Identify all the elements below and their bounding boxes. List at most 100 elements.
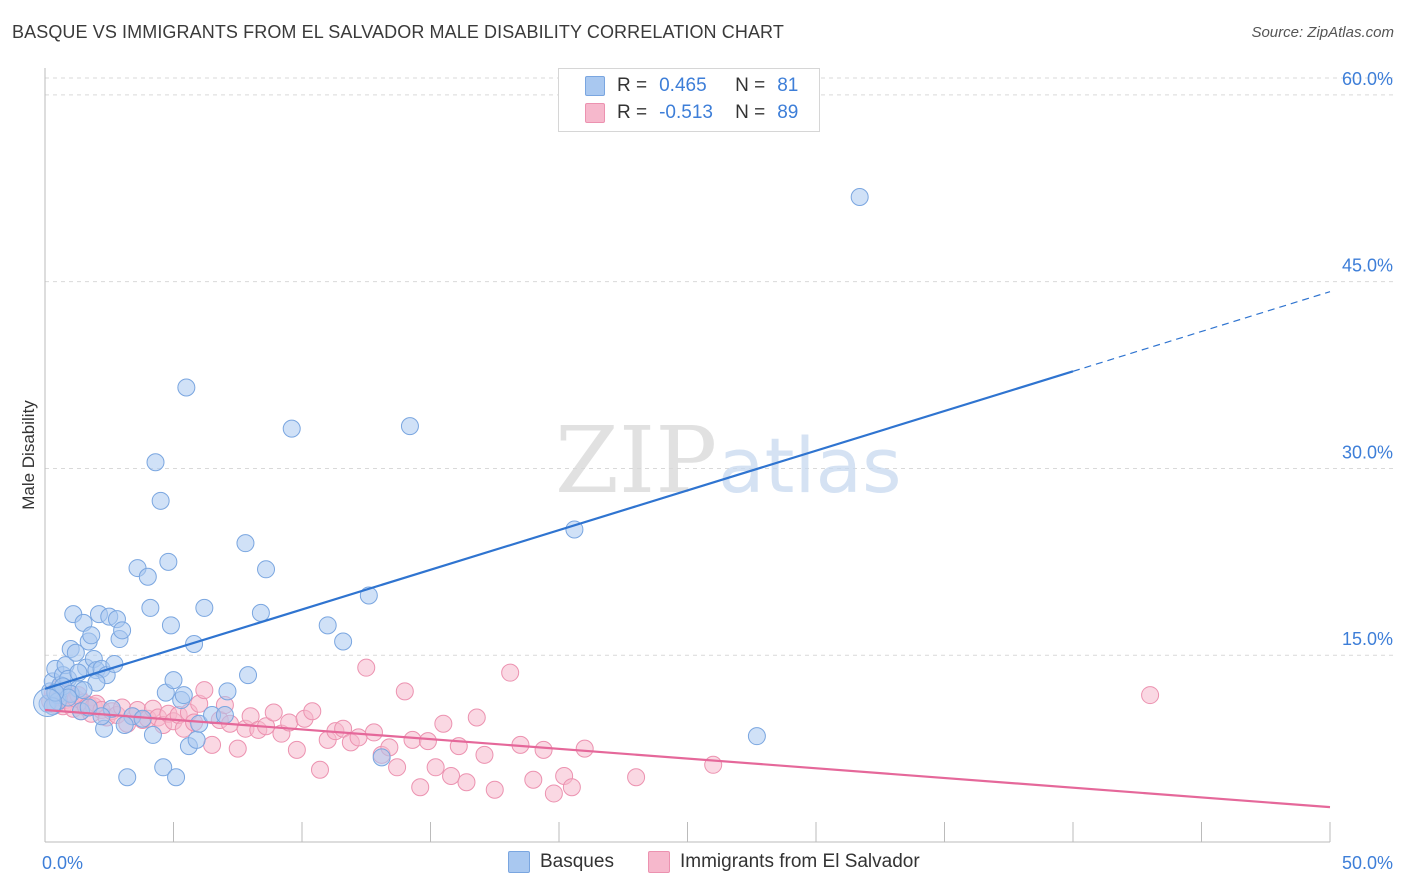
basque-point xyxy=(282,419,301,438)
salvador-point xyxy=(349,728,368,747)
salvador-point xyxy=(403,730,422,749)
basque-point xyxy=(118,768,137,787)
basque-point xyxy=(185,635,204,654)
correlation-legend: R = 0.465 N = 81 R = -0.513 N = 89 xyxy=(558,68,820,132)
basque-point xyxy=(79,698,98,717)
watermark-atlas: atlas xyxy=(718,421,902,510)
salvador-point xyxy=(627,768,646,787)
legend-n-value: 81 xyxy=(777,75,799,96)
basque-point xyxy=(190,714,209,733)
legend-r-value: -0.513 xyxy=(659,102,713,123)
salvador-point xyxy=(562,778,581,797)
salvador-point xyxy=(544,784,563,803)
basque-point xyxy=(174,686,193,705)
salvador-point xyxy=(534,740,553,759)
series-legend: Basques Immigrants from El Salvador xyxy=(0,851,1406,877)
basque-point-cluster xyxy=(33,688,63,718)
basque-point xyxy=(66,643,85,662)
salvador-point xyxy=(418,732,437,751)
basque-point xyxy=(236,534,255,553)
y-tick-label: 45.0% xyxy=(1342,256,1393,276)
basque-point xyxy=(46,683,65,702)
salvador-point xyxy=(442,767,461,786)
legend-row-salvador: R = -0.513 N = 89 xyxy=(559,100,798,126)
x-tick-label-min: 0.0% xyxy=(42,853,83,873)
salvador-point xyxy=(310,760,329,779)
salvador-point xyxy=(426,758,445,777)
salvador-point xyxy=(467,708,486,727)
legend-n-label: N = xyxy=(735,102,766,123)
basque-point xyxy=(251,603,270,622)
salvador-point xyxy=(264,703,283,722)
basque-point xyxy=(161,616,180,635)
legend-n-value: 89 xyxy=(777,102,799,123)
salvador-point xyxy=(203,735,222,754)
basque-points xyxy=(33,188,869,787)
basque-point xyxy=(113,621,132,640)
y-tick-label: 15.0% xyxy=(1342,629,1393,649)
legend-r-value: 0.465 xyxy=(659,75,707,96)
basque-point xyxy=(92,707,111,726)
basque-trend-line xyxy=(44,370,1074,690)
basque-point xyxy=(187,730,206,749)
basque-point xyxy=(164,671,183,690)
basque-point xyxy=(115,715,134,734)
salvador-point xyxy=(388,758,407,777)
legend-r-label: R = xyxy=(617,75,648,96)
basque-point xyxy=(747,727,766,746)
basque-point xyxy=(850,188,869,207)
legend-swatch-blue xyxy=(508,851,530,873)
x-tick-label-max: 50.0% xyxy=(1342,853,1393,873)
salvador-point xyxy=(364,723,383,742)
salvador-point xyxy=(228,739,247,758)
watermark-zip: ZIP xyxy=(555,407,717,514)
salvador-point xyxy=(287,740,306,759)
basque-point xyxy=(565,520,584,539)
salvador-point xyxy=(195,681,214,700)
salvador-point xyxy=(395,682,414,701)
basque-point xyxy=(154,758,173,777)
y-tick-label: 30.0% xyxy=(1342,442,1393,462)
grid-lines xyxy=(45,77,1395,656)
basque-point xyxy=(400,417,419,436)
salvador-point xyxy=(575,739,594,758)
basque-point xyxy=(138,567,157,586)
basque-point xyxy=(257,560,276,579)
y-axis-label: Male Disability xyxy=(19,400,38,510)
tick-labels: 15.0% 30.0% 45.0% 60.0% 0.0% 50.0% xyxy=(42,69,1393,873)
basque-point xyxy=(159,552,178,571)
trend-lines xyxy=(44,291,1331,809)
basque-point xyxy=(143,725,162,744)
legend-n-label: N = xyxy=(735,75,766,96)
legend-row-basques: R = 0.465 N = 81 xyxy=(559,73,798,99)
basque-point xyxy=(218,682,237,701)
legend-item-salvador[interactable]: Immigrants from El Salvador xyxy=(648,851,920,873)
basque-point xyxy=(215,705,234,724)
salvador-point xyxy=(501,663,520,682)
salvador-trend-line xyxy=(44,708,1331,809)
y-tick-label: 60.0% xyxy=(1342,69,1393,89)
salvador-point xyxy=(704,755,723,774)
basque-point xyxy=(195,598,214,617)
legend-item-basques[interactable]: Basques xyxy=(508,851,614,873)
axes xyxy=(44,68,1331,843)
basque-point xyxy=(151,491,170,510)
basque-trend-extension xyxy=(1072,291,1331,372)
basque-point xyxy=(318,616,337,635)
salvador-point xyxy=(1141,686,1160,705)
salvador-point xyxy=(485,780,504,799)
chart-title: BASQUE VS IMMIGRANTS FROM EL SALVADOR MA… xyxy=(12,22,784,42)
legend-swatch-pink xyxy=(585,103,605,123)
basque-point xyxy=(167,768,186,787)
basque-point xyxy=(239,666,258,685)
salvador-point xyxy=(457,773,476,792)
source-credit: Source: ZipAtlas.com xyxy=(1251,24,1394,41)
basque-point xyxy=(146,453,165,472)
salvador-point xyxy=(303,702,322,721)
basque-point xyxy=(177,378,196,397)
salvador-point xyxy=(434,714,453,733)
salvador-point xyxy=(524,770,543,789)
legend-swatch-pink xyxy=(648,851,670,873)
salvador-point xyxy=(475,745,494,764)
legend-label-basques: Basques xyxy=(540,851,614,872)
